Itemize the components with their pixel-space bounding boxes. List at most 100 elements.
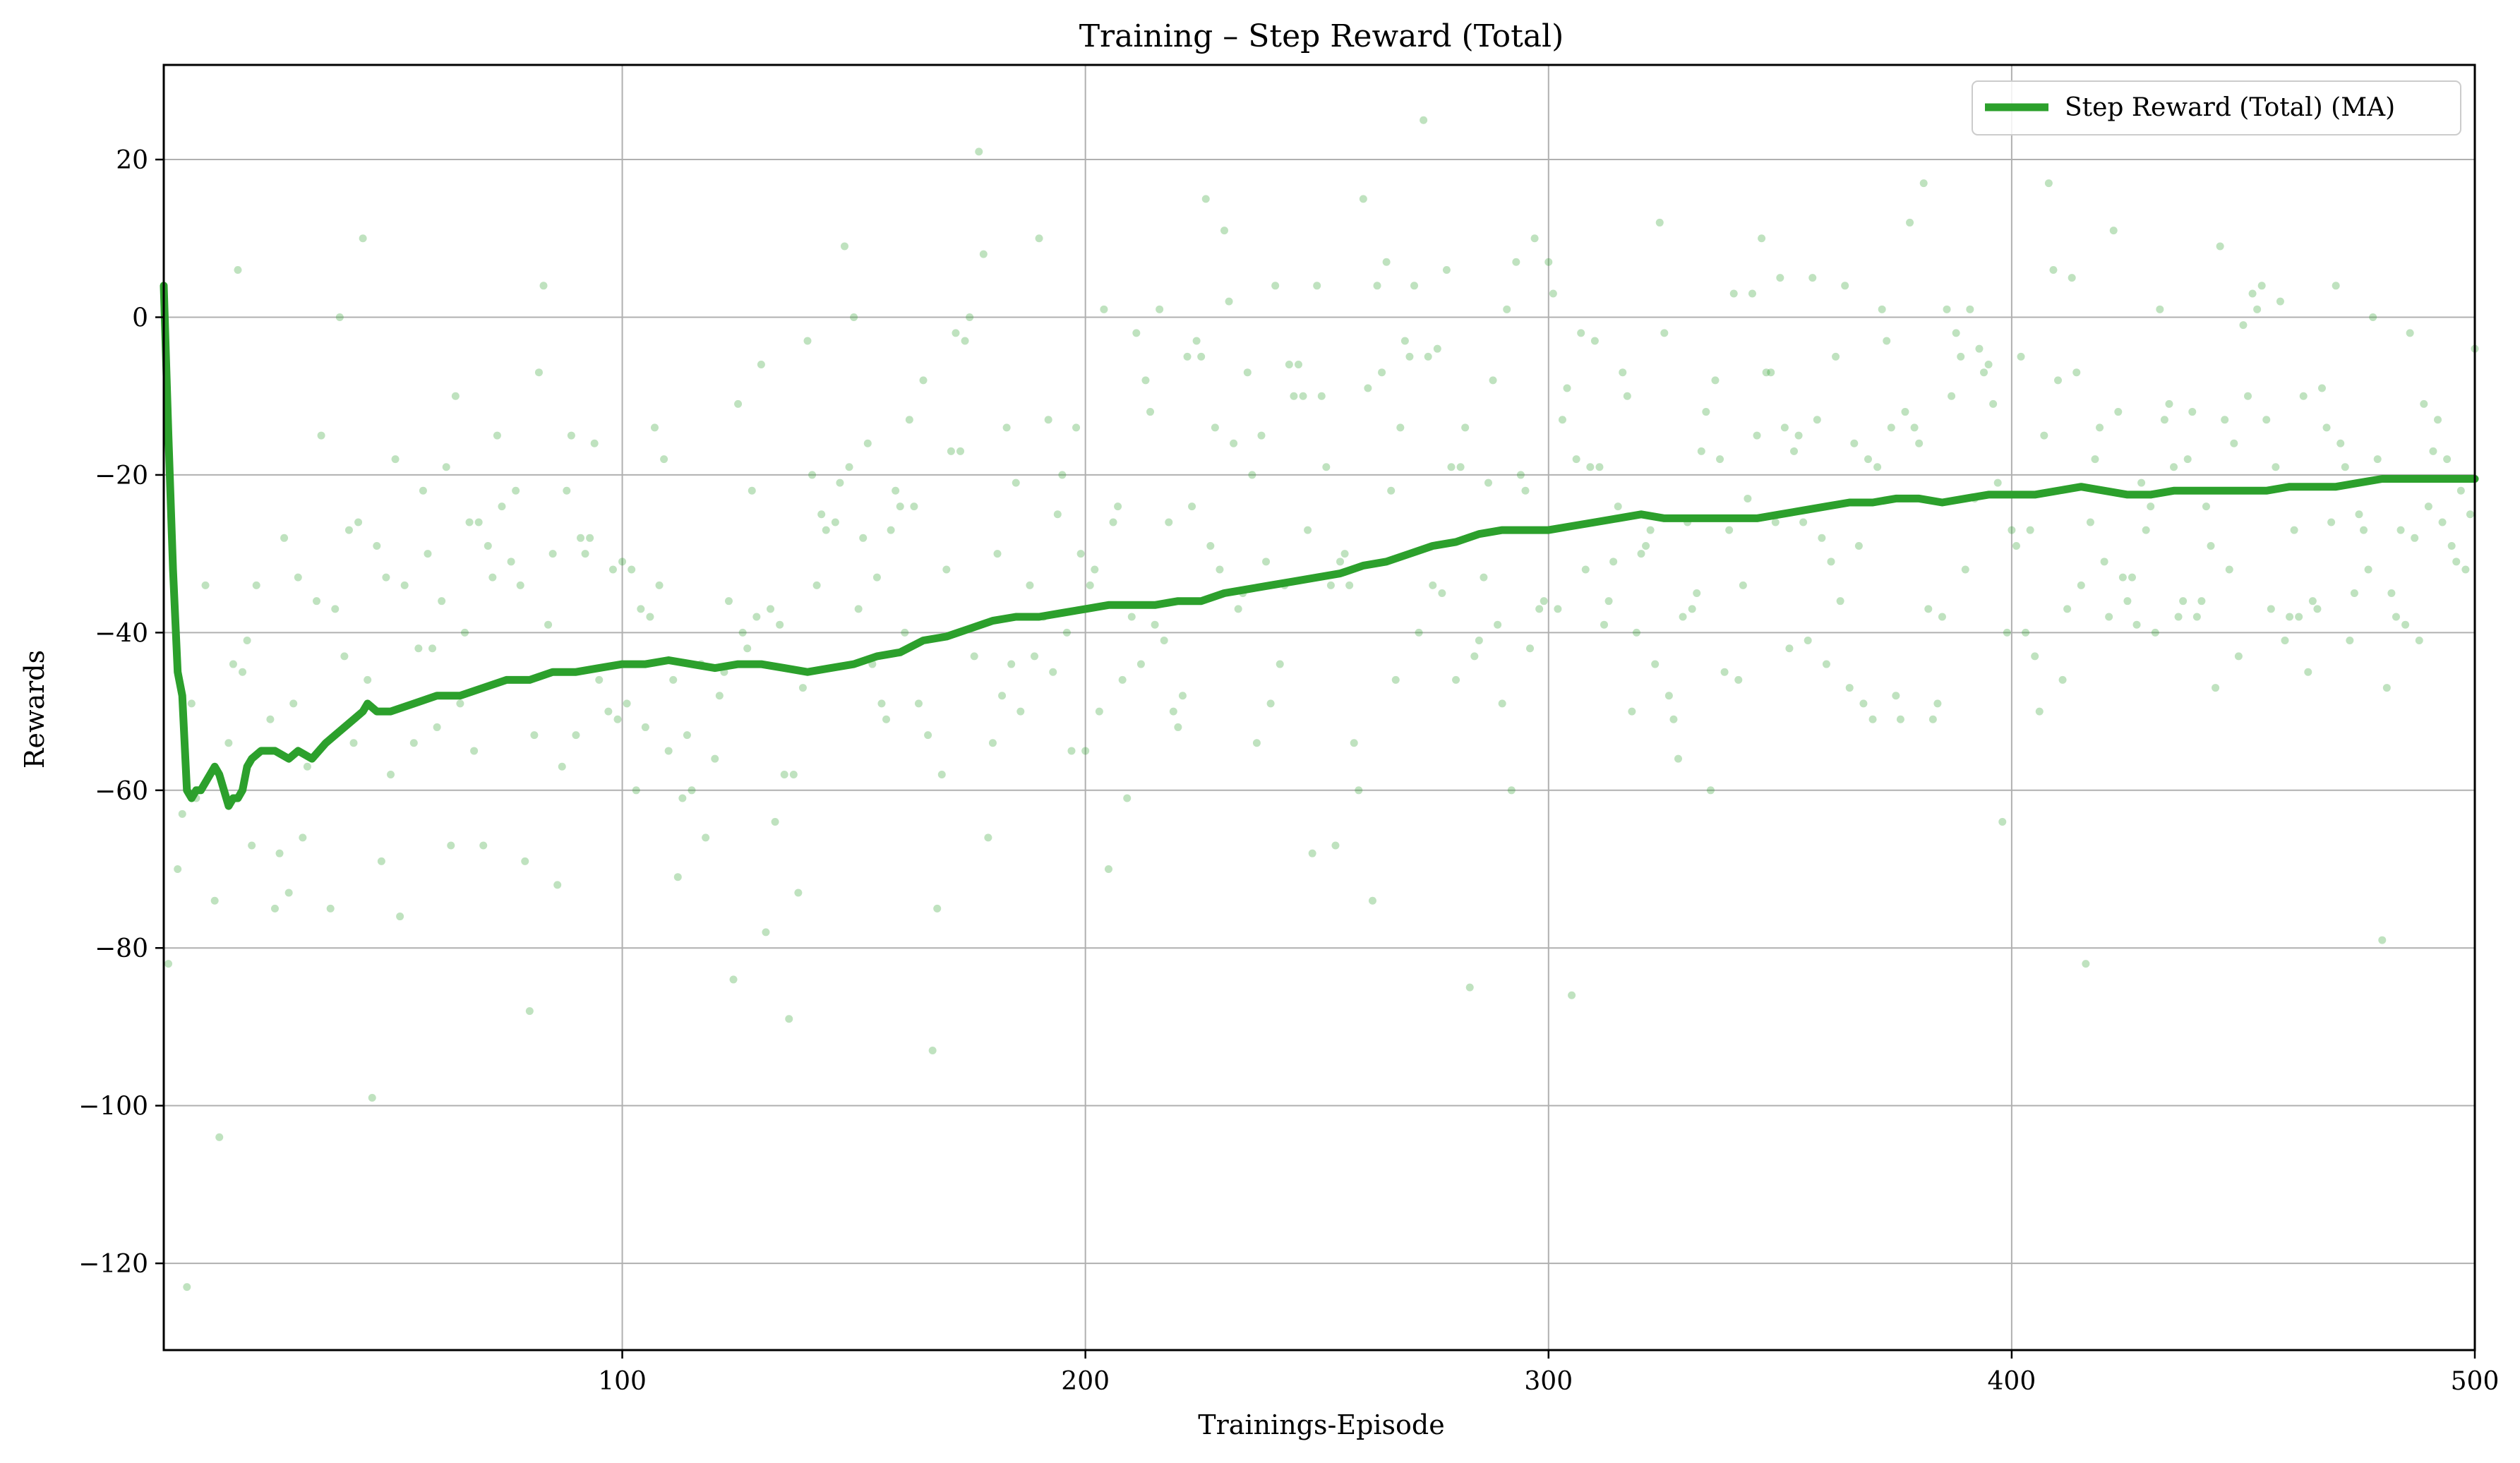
scatter-point [1804,637,1812,645]
scatter-point [1586,463,1595,471]
scatter-point [914,699,923,708]
scatter-point [1998,817,2007,826]
scatter-point [1290,392,1298,400]
scatter-point [1822,660,1830,668]
scatter-point [1220,227,1228,235]
scatter-point [1734,675,1743,684]
scatter-point [2406,329,2414,337]
scatter-point [303,762,311,771]
scatter-point [1688,605,1696,613]
scatter-point [1030,652,1038,661]
x-tick-label: 100 [598,1367,647,1396]
scatter-point [270,904,279,913]
scatter-point [618,558,627,566]
scatter-point [2132,620,2141,629]
scatter-point [1387,486,1396,495]
scatter-point [335,313,344,321]
scatter-point [1845,684,1854,692]
scatter-point [1252,739,1261,747]
scatter-point [2364,565,2372,574]
scatter-point [1359,195,1367,203]
scatter-point [294,573,302,582]
scatter-point [2276,297,2284,306]
scatter-point [2438,518,2447,526]
scatter-point [1966,305,1974,313]
scatter-point [299,833,307,842]
scatter-point [1002,423,1011,432]
scatter-point [1072,423,1081,432]
scatter-point [1216,565,1224,574]
scatter-point [947,447,955,455]
scatter-point [1007,660,1016,668]
scatter-point [1132,329,1141,337]
scatter-point [396,913,404,921]
scatter-point [391,455,400,464]
scatter-point [1785,644,1794,653]
scatter-point [1503,305,1511,313]
scatter-point [688,786,696,795]
scatter-point [2327,518,2336,526]
scatter-point [1438,589,1446,598]
scatter-point [1725,526,1734,534]
scatter-point [1456,463,1465,471]
scatter-point [1336,558,1345,566]
scatter-point [1206,541,1215,550]
x-axis-label: Trainings-Episode [1198,1409,1445,1440]
scatter-point [1836,597,1844,606]
scatter-point [998,692,1007,700]
y-tick-label: −100 [78,1092,148,1121]
scatter-point [2035,707,2044,716]
scatter-point [2456,486,2465,495]
scatter-point [1091,565,1099,574]
scatter-point [1248,471,1256,479]
scatter-point [1771,518,1780,526]
scatter-point [243,637,251,645]
scatter-point [530,731,539,740]
scatter-point [604,707,613,716]
scatter-point [660,455,668,464]
scatter-point [484,541,492,550]
scatter-point [2447,541,2456,550]
scatter-point [1655,218,1664,227]
scatter-point [340,652,349,661]
scatter-point [882,715,891,723]
scatter-point [1980,368,1988,377]
x-tick-label: 300 [1524,1367,1573,1396]
scatter-point [859,534,868,542]
scatter-point [2183,455,2192,464]
scatter-point [901,628,909,637]
scatter-point [1794,431,1803,440]
scatter-point [1415,628,1423,637]
y-tick-label: −60 [95,777,148,806]
scatter-point [1577,329,1585,337]
y-tick-label: 20 [116,146,148,175]
scatter-point [2151,628,2159,637]
scatter-point [2286,613,2294,621]
scatter-point [872,573,881,582]
scatter-point [313,597,321,606]
scatter-point [364,675,372,684]
scatter-point [2281,637,2289,645]
scatter-point [1910,423,1919,432]
scatter-point [414,644,423,653]
scatter-point [1350,739,1358,747]
scatter-point [344,526,353,534]
scatter-point [2272,463,2280,471]
scatter-point [2262,416,2271,424]
scatter-point [183,1283,191,1292]
scatter-point [2012,541,2020,550]
scatter-point [1507,786,1516,795]
scatter-point [2096,423,2104,432]
scatter-point [1975,344,1984,353]
scatter-point [1234,605,1242,613]
scatter-point [1378,368,1386,377]
scatter-point [1878,305,1886,313]
scatter-point [896,502,904,511]
scatter-point [836,478,844,487]
scatter-point [521,857,529,865]
scatter-point [386,770,395,778]
scatter-point [1989,399,1998,408]
x-tick-label: 500 [2451,1367,2500,1396]
